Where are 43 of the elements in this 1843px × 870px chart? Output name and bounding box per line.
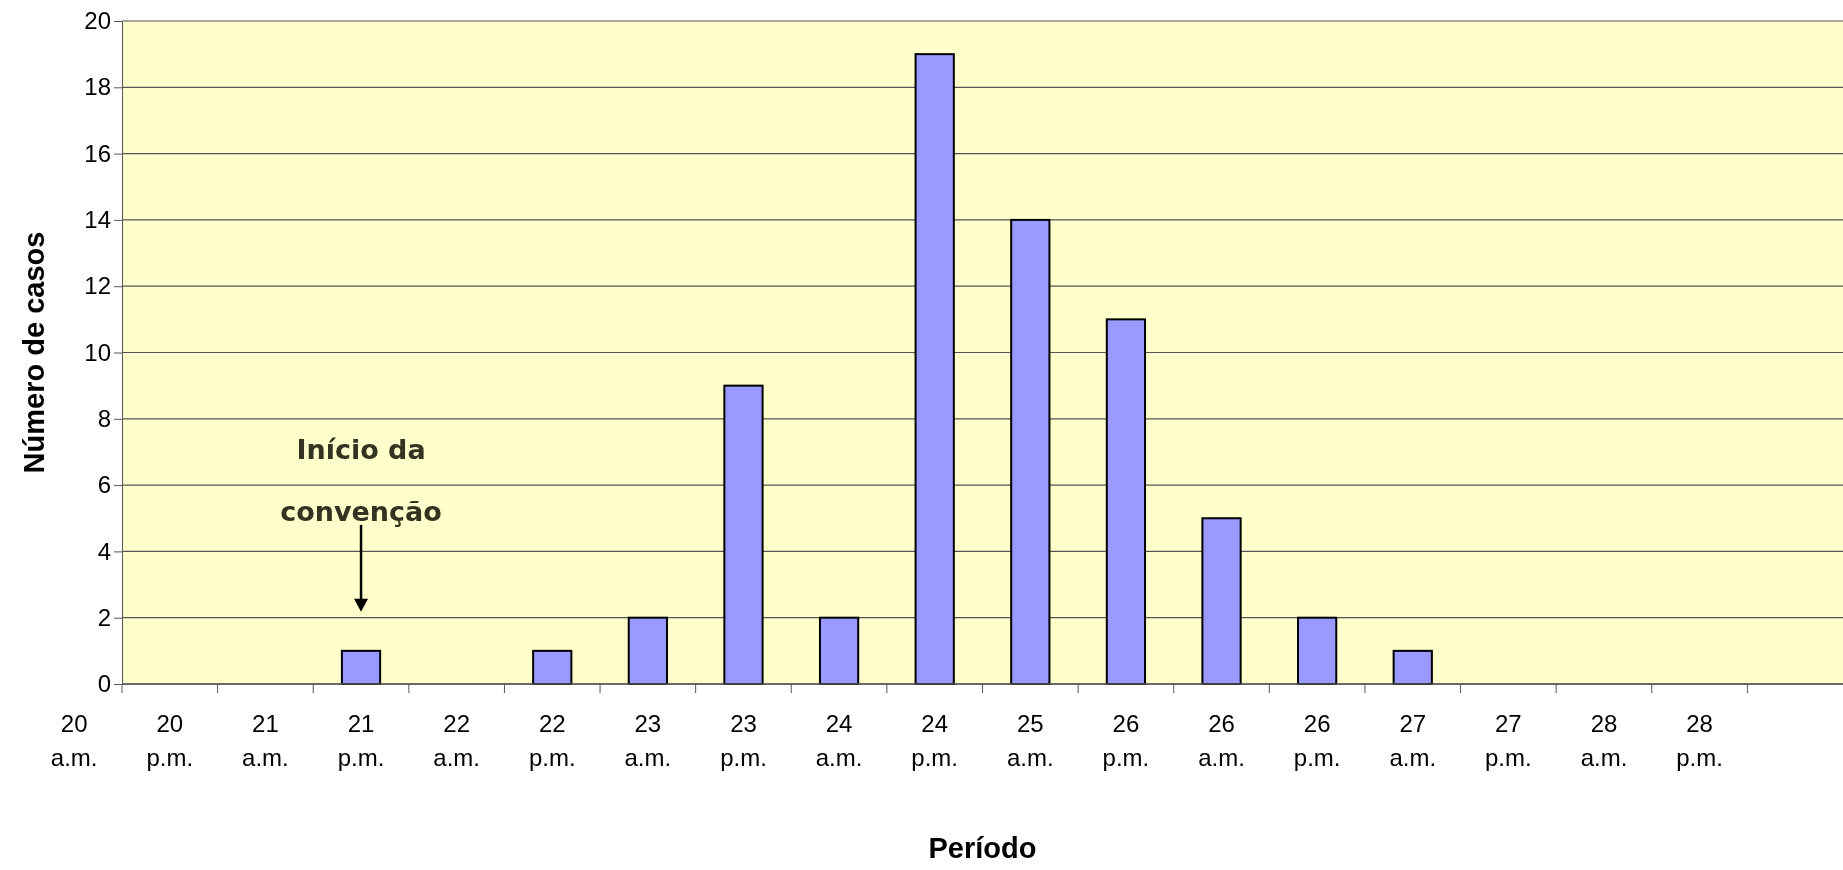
y-tick-label: 14 [84, 206, 111, 234]
bar [818, 616, 860, 685]
bar [1010, 218, 1051, 685]
x-tick-label: 28 p.m. [1676, 710, 1723, 771]
x-tick-label: 26 a.m. [1198, 710, 1245, 771]
y-tick-label: 18 [84, 73, 111, 101]
y-tick-label: 20 [84, 7, 111, 35]
x-tick-label: 27 a.m. [1389, 710, 1437, 771]
bar [1105, 318, 1147, 685]
x-tick-label: 28 a.m. [1580, 710, 1628, 771]
bar [914, 53, 955, 685]
y-tick-label: 12 [84, 272, 111, 300]
x-tick-label: 21 a.m. [242, 710, 289, 771]
x-tick-label: 26 p.m. [1102, 710, 1150, 771]
x-tick-label: 24 a.m. [815, 710, 863, 771]
y-tick-label: 8 [97, 404, 111, 432]
y-tick-label: 16 [84, 139, 111, 167]
bar [723, 384, 764, 685]
x-tick-label: 22 a.m. [433, 710, 480, 771]
x-tick-label: 23 a.m. [624, 710, 672, 771]
x-tick-label: 26 p.m. [1293, 710, 1341, 771]
x-tick-label: 25 a.m. [1006, 710, 1054, 771]
y-tick-label: 4 [97, 537, 111, 565]
y-tick-label: 0 [97, 670, 111, 698]
x-tick-label: 20 a.m. [50, 710, 98, 771]
x-tick-label: 22 p.m. [528, 710, 576, 771]
x-tick-label: 20 p.m. [146, 710, 194, 771]
y-tick-label: 10 [84, 338, 111, 366]
y-axis-title: Número de casos [18, 231, 50, 474]
y-tick-label: 6 [97, 471, 111, 499]
x-tick-label: 27 p.m. [1485, 710, 1532, 771]
x-tick-label: 21 p.m. [337, 710, 385, 771]
bar [1201, 517, 1242, 685]
bar [340, 649, 382, 685]
bar [532, 649, 573, 685]
bar [1297, 616, 1338, 685]
bar [627, 616, 668, 685]
y-tick-label: 2 [97, 603, 111, 631]
annotation: Início da convenção [280, 433, 442, 527]
bar [1392, 649, 1433, 685]
x-tick-label: 24 p.m. [911, 710, 959, 771]
x-axis-title: Período [928, 832, 1037, 864]
x-tick-label: 23 p.m. [720, 710, 767, 771]
